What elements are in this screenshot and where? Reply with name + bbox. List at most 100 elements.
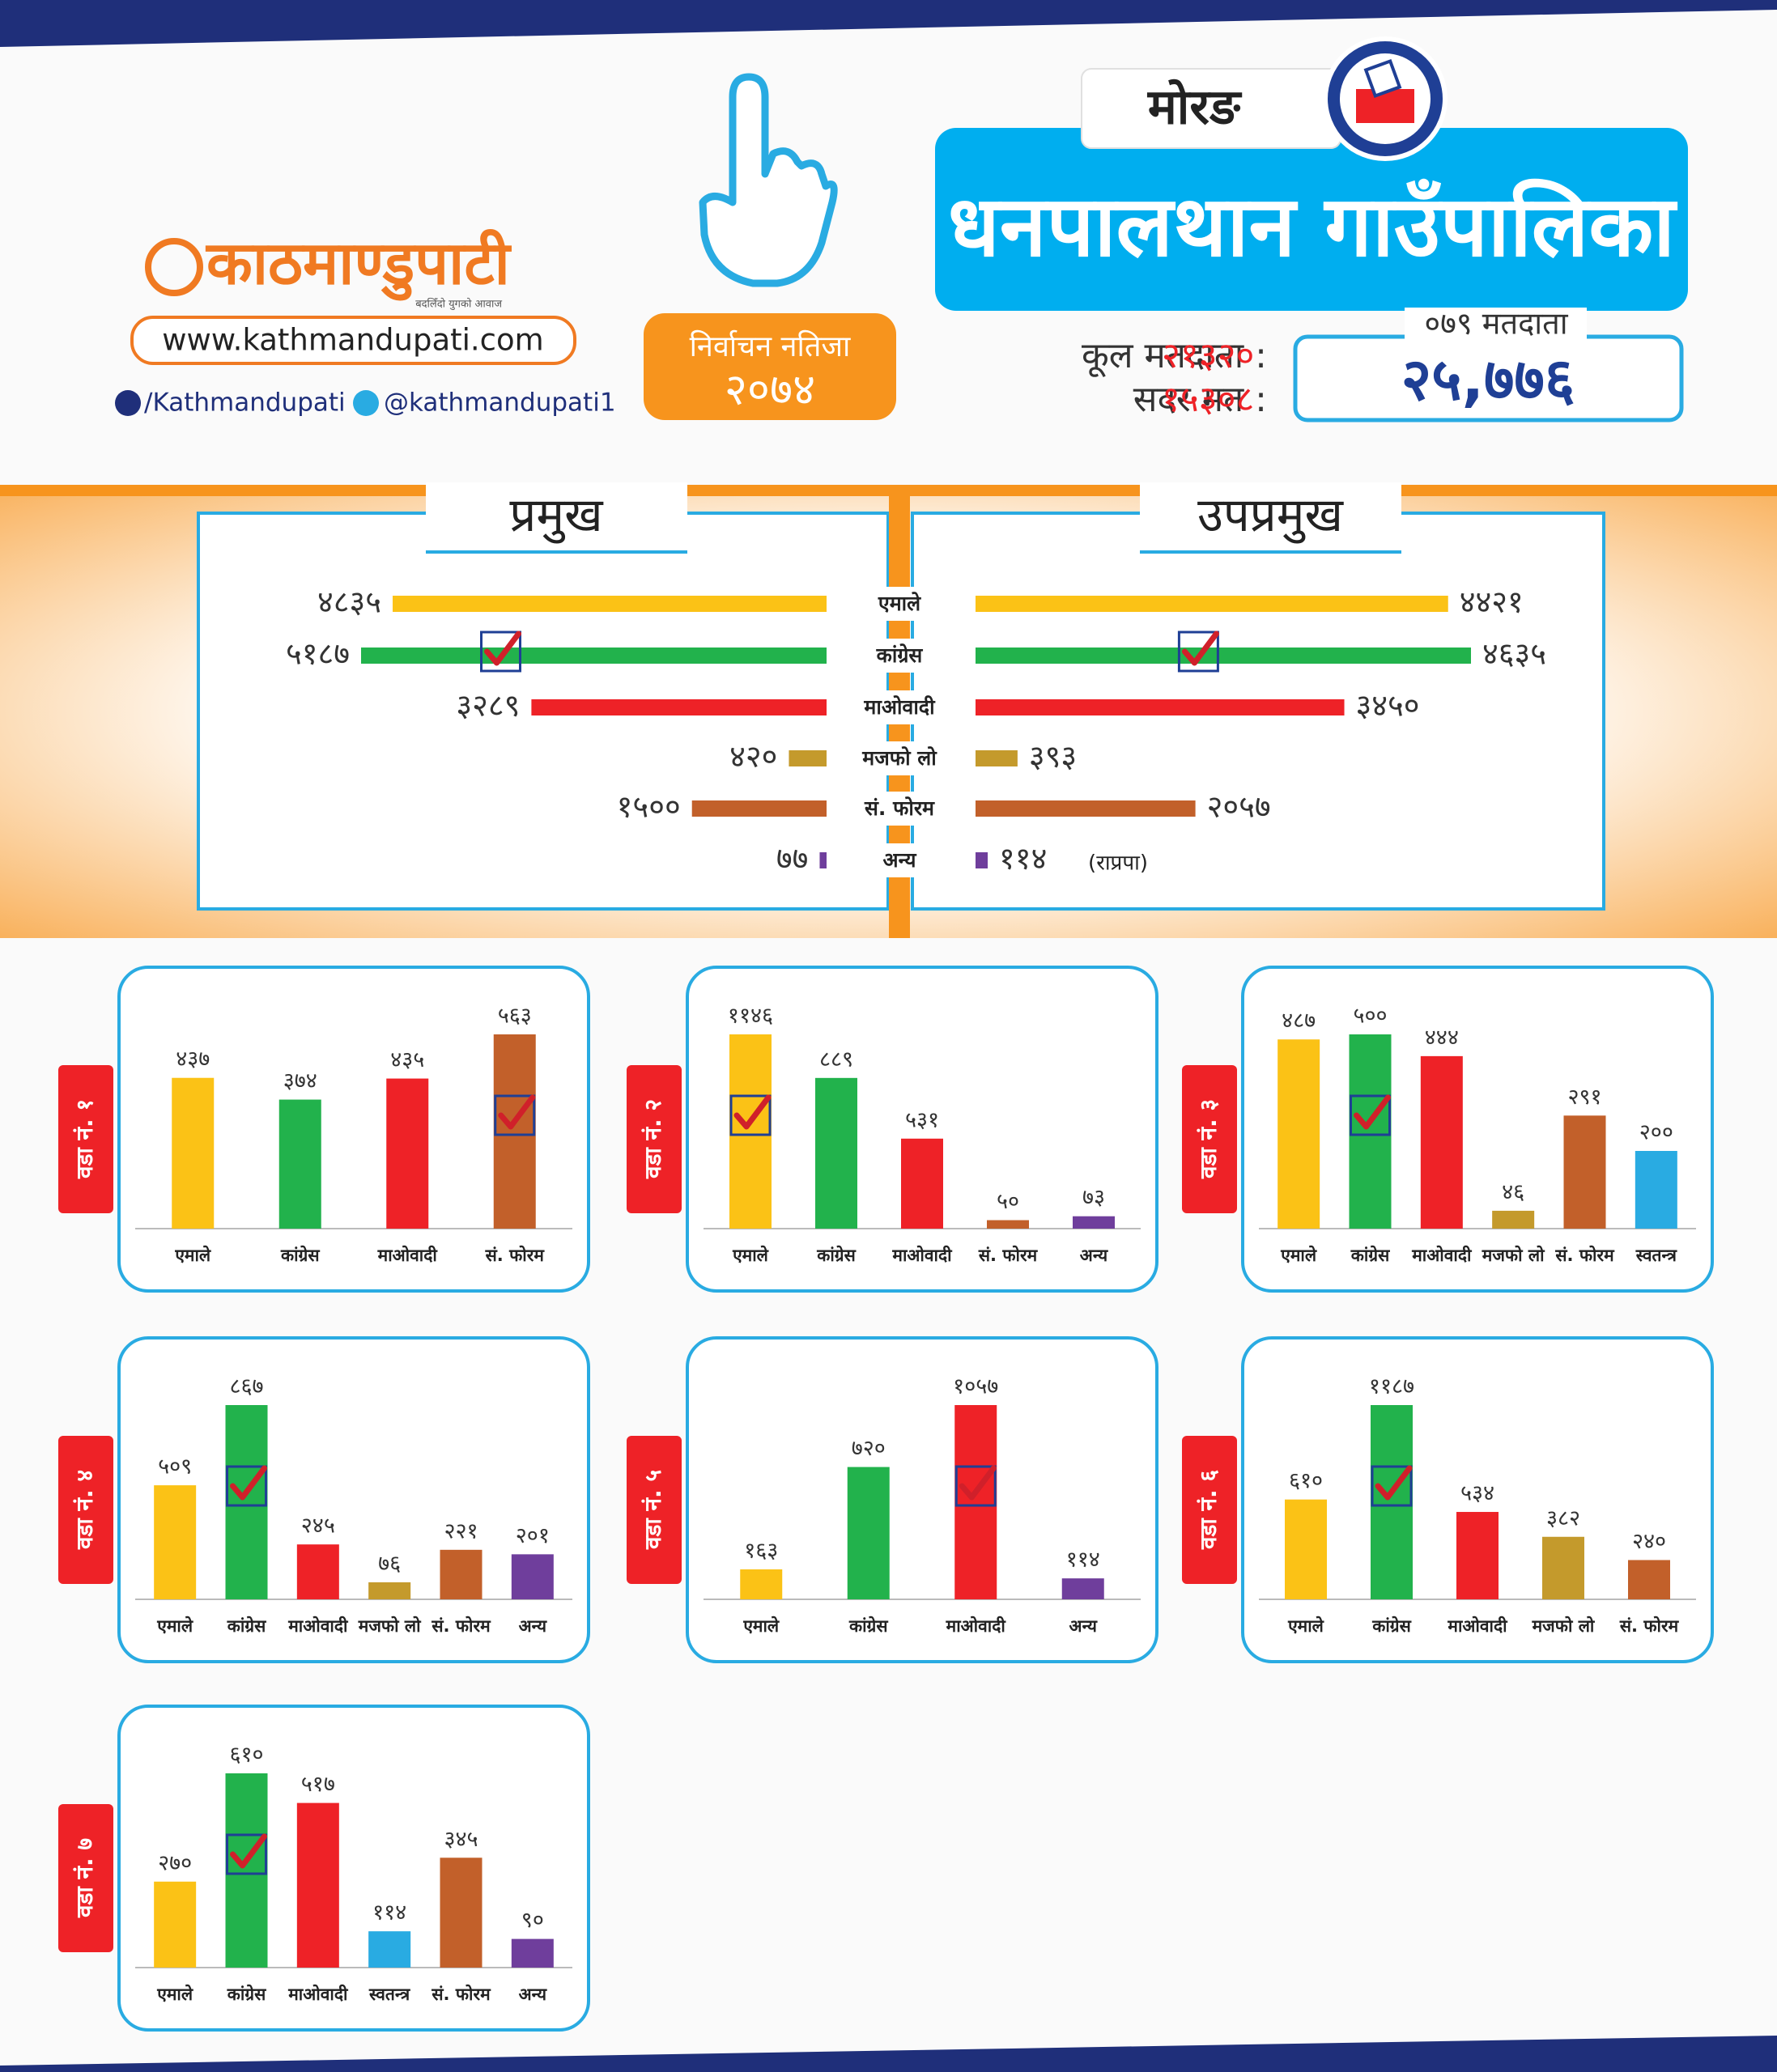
category-label: एमाले xyxy=(742,1616,780,1636)
value-label: ११४६ xyxy=(728,1004,773,1029)
value-label: १६३ xyxy=(744,1538,778,1563)
category-label: एमाले xyxy=(156,1984,193,2004)
value-label: ७२० xyxy=(852,1436,886,1461)
bar xyxy=(987,1220,1029,1229)
municipality: धनपालथान गाउँपालिका xyxy=(948,176,1678,275)
ward-card xyxy=(1241,1336,1714,1663)
category-label: एमाले xyxy=(732,1245,769,1265)
value-label: २२१ xyxy=(444,1518,478,1543)
value-label: ४६३५ xyxy=(1482,636,1546,672)
mayor-title: प्रमुख xyxy=(509,487,604,544)
category-label: माओवादी xyxy=(891,1245,953,1265)
ward-tab xyxy=(58,1065,113,1213)
winner-check xyxy=(959,1465,997,1501)
ward-card xyxy=(686,966,1158,1293)
category-label: एमाले xyxy=(156,1616,193,1636)
value-label: २०५७ xyxy=(1207,789,1271,825)
bar xyxy=(740,1569,783,1599)
ward-tab xyxy=(1182,1436,1237,1584)
district: मोरङ xyxy=(1147,79,1243,136)
value-label: ५०० xyxy=(1353,1004,1387,1029)
ward-tab xyxy=(627,1065,682,1213)
winner-check xyxy=(230,1465,267,1501)
category-label: अन्य xyxy=(1069,1616,1098,1636)
bar xyxy=(393,596,827,612)
category-label: एमाले xyxy=(1287,1616,1324,1636)
category-label: अन्य xyxy=(519,1616,547,1636)
category-label: सं. फोरम xyxy=(1554,1245,1615,1265)
value-label: ५१८७ xyxy=(286,636,350,672)
ward-tab xyxy=(627,1436,682,1584)
bar xyxy=(1456,1512,1499,1599)
value-label: ८८९ xyxy=(819,1047,853,1072)
bar xyxy=(493,1034,536,1229)
bar xyxy=(386,1078,429,1229)
party-label-bg xyxy=(852,843,947,877)
category-label: मजफो लो xyxy=(1482,1245,1545,1265)
bar xyxy=(1061,1578,1104,1599)
voters-079-label: ०७९ मतदाता xyxy=(1424,306,1568,342)
category-label: माओवादी xyxy=(946,1616,1007,1636)
bar xyxy=(511,1938,554,1968)
value-label: ४३५ xyxy=(390,1047,424,1072)
orange-band-top xyxy=(0,485,1777,496)
value-label: १५०० xyxy=(617,789,681,825)
twitter-icon xyxy=(353,390,379,416)
value-label: २७० xyxy=(158,1850,192,1875)
ward-title: वडा नं. ३ xyxy=(1195,1099,1222,1179)
category-label: कांग्रेस xyxy=(848,1616,888,1636)
value-label: २०० xyxy=(1639,1120,1673,1145)
value-label: ४२० xyxy=(729,739,777,775)
total-voters: २१३२० xyxy=(1162,335,1254,376)
category-label: मजफो लो xyxy=(1532,1616,1596,1636)
winner-check-box xyxy=(494,1094,536,1136)
value-label: ६१० xyxy=(1289,1468,1323,1493)
value-label: ५०९ xyxy=(158,1454,192,1480)
bar xyxy=(976,699,1345,715)
badge-title: निर्वाचन नतिजा xyxy=(690,329,851,363)
bar xyxy=(368,1931,411,1968)
category-label: माओवादी xyxy=(377,1245,439,1265)
bar xyxy=(1542,1536,1584,1599)
category-label: माओवादी xyxy=(287,1616,349,1636)
bar xyxy=(296,1544,339,1599)
bar xyxy=(278,1099,321,1229)
value-label: ६१० xyxy=(229,1743,263,1768)
value-label: २४५ xyxy=(301,1514,335,1539)
value-label: ९० xyxy=(521,1908,544,1933)
election-badge xyxy=(644,313,896,420)
value-label: ७६ xyxy=(378,1551,401,1576)
bar xyxy=(901,1138,943,1229)
ward-title: वडा नं. ६ xyxy=(1195,1470,1222,1550)
bar xyxy=(976,648,1471,664)
valid-votes-label: सदर मत : xyxy=(1133,379,1267,420)
ward-tab xyxy=(58,1436,113,1584)
ward-title: वडा नं. ४ xyxy=(71,1470,98,1550)
winner-check-box xyxy=(226,1833,267,1875)
bar xyxy=(440,1549,483,1599)
category-label: कांग्रेस xyxy=(227,1984,266,2004)
category-label: सं. फोरम xyxy=(431,1616,491,1636)
category-label: कांग्रेस xyxy=(227,1616,266,1636)
bottom-stripe xyxy=(0,2036,1777,2072)
bar xyxy=(976,852,988,868)
value-label: ११४ xyxy=(372,1900,406,1926)
category-label: एमाले xyxy=(1280,1245,1317,1265)
badge-year: २०७४ xyxy=(725,364,815,415)
tagline: बदलिँदो युगको आवाज xyxy=(415,298,502,311)
winner-check-box xyxy=(480,631,521,673)
value-label: १०५७ xyxy=(953,1374,998,1399)
bar xyxy=(511,1554,554,1599)
winner-check xyxy=(1375,1465,1413,1501)
category-label: स्वतन्त्र xyxy=(1635,1246,1678,1265)
value-label: ११४ xyxy=(1066,1548,1100,1573)
value-label: ११८७ xyxy=(1369,1374,1414,1399)
party-label: सं. फोरम xyxy=(864,796,935,820)
value-label: ५१७ xyxy=(301,1772,335,1797)
ward-tab xyxy=(1182,1065,1237,1213)
ward-title: वडा नं. ७ xyxy=(71,1838,98,1918)
twitter: @kathmandupati1 xyxy=(384,388,616,418)
value-label: ५० xyxy=(997,1189,1019,1214)
bar xyxy=(1420,1055,1463,1229)
bar xyxy=(225,1405,268,1599)
